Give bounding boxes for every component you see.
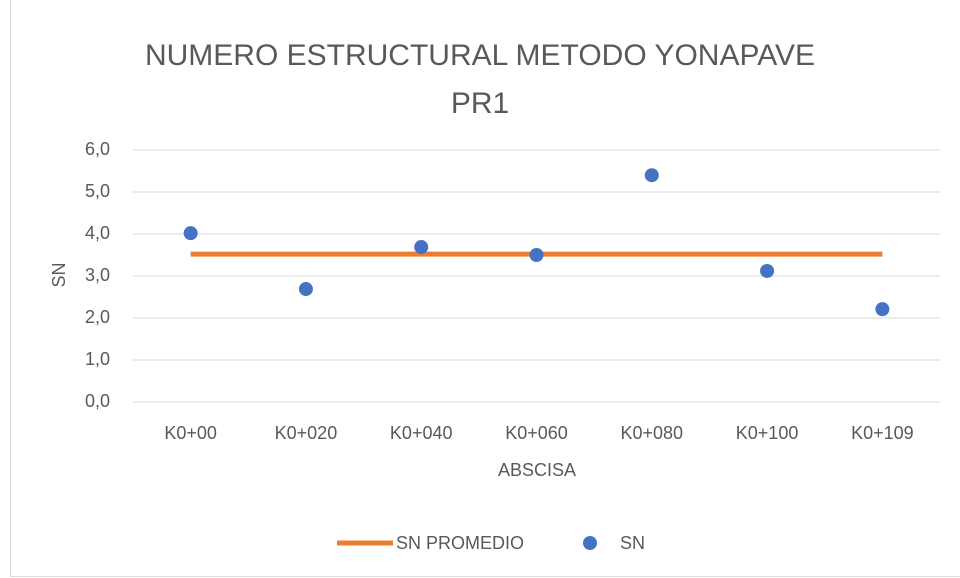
y-tick-label: 4,0	[85, 223, 110, 243]
y-tick-label: 2,0	[85, 307, 110, 327]
y-tick-label: 3,0	[85, 265, 110, 285]
data-point	[298, 282, 313, 297]
y-tick-label: 1,0	[85, 349, 110, 369]
data-point	[183, 226, 198, 241]
x-tick-label: K0+080	[621, 423, 684, 443]
x-tick-label: K0+060	[505, 423, 568, 443]
x-axis-label: ABSCISA	[498, 460, 576, 480]
data-point	[760, 263, 775, 278]
data-point	[644, 168, 659, 183]
legend-marker	[583, 536, 597, 550]
y-tick-label: 6,0	[85, 139, 110, 159]
y-tick-label: 0,0	[85, 391, 110, 411]
x-tick-label: K0+020	[275, 423, 338, 443]
x-tick-label: K0+109	[851, 423, 914, 443]
x-tick-label: K0+100	[736, 423, 799, 443]
y-tick-label: 5,0	[85, 181, 110, 201]
x-tick-label: K0+00	[164, 423, 217, 443]
y-axis-label: SN	[49, 262, 69, 287]
x-tick-label: K0+040	[390, 423, 453, 443]
legend-label: SN PROMEDIO	[396, 533, 524, 553]
data-point	[414, 240, 429, 255]
legend-label: SN	[620, 533, 645, 553]
chart-frame	[10, 0, 960, 577]
chart-title: NUMERO ESTRUCTURAL METODO YONAPAVE PR1	[144, 39, 816, 120]
data-point	[875, 302, 890, 317]
data-point	[529, 248, 544, 262]
